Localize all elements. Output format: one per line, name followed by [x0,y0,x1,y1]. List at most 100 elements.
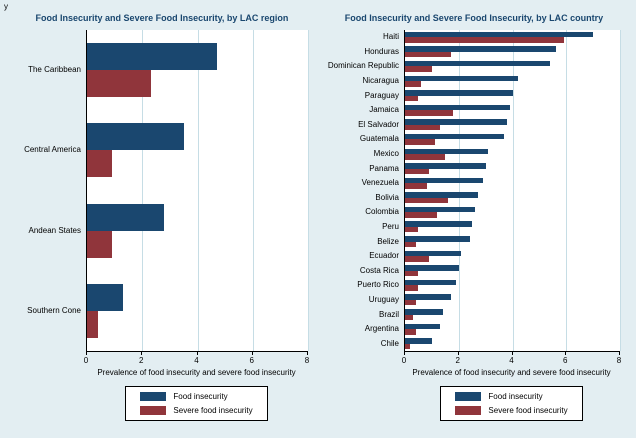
bar-severe-food-insecurity [87,150,112,178]
x-tick [251,352,253,355]
legend-item: Severe food insecurity [455,406,568,415]
legend-label: Severe food insecurity [173,406,253,415]
bar-food-insecurity [405,119,508,125]
bar-severe-food-insecurity [405,139,435,145]
legend-swatch-severe-food-insecurity [455,406,482,415]
category-label: Puerto Rico [357,280,399,290]
x-tick [511,352,513,355]
plot-area-region [86,30,309,352]
bar-severe-food-insecurity [405,212,438,218]
legend-row-country: Food insecurity Severe food insecurity [404,386,619,421]
legend-box-region: Food insecurity Severe food insecurity [125,386,268,421]
x-tick-label: 6 [249,356,254,365]
gridline [252,30,254,351]
gridline [142,30,144,351]
bar-food-insecurity [405,163,486,169]
bar-severe-food-insecurity [405,66,432,72]
bar-food-insecurity [405,60,551,67]
figure-y-label: y [4,2,8,11]
category-label: Jamaica [369,105,399,115]
category-label: Mexico [373,149,399,159]
x-axis-title-country: Prevalence of food insecurity and severe… [412,368,611,377]
legend-swatch-food-insecurity [455,392,482,401]
bar-severe-food-insecurity [405,154,446,160]
charts-container: Food Insecurity and Severe Food Insecuri… [24,12,630,421]
bar-severe-food-insecurity [405,241,416,248]
bar-severe-food-insecurity [405,197,448,204]
category-label: Brazil [378,309,399,319]
category-label: Costa Rica [359,265,399,275]
bar-food-insecurity [405,279,457,286]
bar-food-insecurity [405,265,459,271]
bar-severe-food-insecurity [405,168,430,175]
bar-severe-food-insecurity [405,299,416,306]
gridline [512,30,514,351]
category-label: Nicaragua [362,76,399,86]
category-label: Southern Cone [27,305,81,315]
bar-severe-food-insecurity [405,110,454,116]
bar-food-insecurity [405,323,440,330]
x-tick-label: 2 [139,356,144,365]
bar-severe-food-insecurity [405,314,414,321]
category-label: Paraguay [364,90,399,100]
bar-food-insecurity [405,177,483,184]
bar-food-insecurity [405,90,513,96]
legend-swatch-food-insecurity [140,392,167,401]
x-tick [619,352,620,355]
gridline [197,30,199,351]
bar-food-insecurity [405,75,518,82]
x-tick [565,352,567,355]
x-tick-label: 4 [194,356,199,365]
bar-food-insecurity [87,203,165,231]
category-label: El Salvador [358,119,399,129]
legend-label: Severe food insecurity [488,406,568,415]
legend-item: Food insecurity [455,392,567,401]
bar-severe-food-insecurity [405,37,564,43]
category-label: Andean States [28,225,81,235]
chart-panel-country: Food Insecurity and Severe Food Insecuri… [318,12,630,421]
bar-severe-food-insecurity [405,256,430,262]
bar-food-insecurity [405,148,489,155]
bar-severe-food-insecurity [405,270,419,277]
legend-item: Food insecurity [140,392,252,401]
bar-severe-food-insecurity [405,95,419,102]
legend-box-country: Food insecurity Severe food insecurity [440,386,583,421]
category-label: Dominican Republic [327,61,399,71]
category-label: The Caribbean [28,65,81,75]
bar-severe-food-insecurity [405,51,451,58]
category-label: Argentina [364,324,399,334]
bar-food-insecurity [87,123,184,151]
category-label: Ecuador [369,251,399,261]
legend-swatch-severe-food-insecurity [140,406,167,415]
bar-food-insecurity [405,250,462,257]
bar-severe-food-insecurity [87,230,112,258]
gridline [566,30,568,351]
x-axis-ticks-country: 0 2 4 6 8 [402,352,621,368]
category-label: Chile [380,338,399,348]
x-tick [141,352,143,355]
bar-food-insecurity [87,43,217,71]
x-tick-label: 0 [83,356,89,365]
gridline [620,30,621,351]
bar-food-insecurity [87,283,123,311]
bar-severe-food-insecurity [405,285,419,291]
x-tick-label: 2 [455,356,460,365]
category-label: Bolivia [375,192,399,202]
bar-food-insecurity [405,104,510,111]
x-tick-label: 6 [563,356,568,365]
gridline [308,30,309,351]
bar-food-insecurity [405,294,451,300]
plot-wrap-country: Haiti Honduras Dominican Republic Nicaragua… [318,30,630,352]
bar-food-insecurity [405,338,432,344]
gridline [458,30,460,351]
category-label: Colombia [365,207,399,217]
legend-item: Severe food insecurity [140,406,253,415]
legend-label: Food insecurity [173,392,228,401]
bar-food-insecurity [405,309,443,315]
chart-title-region: Food Insecurity and Severe Food Insecuri… [35,13,289,23]
bar-severe-food-insecurity [405,226,419,233]
category-label: Venezuela [361,178,399,188]
bar-severe-food-insecurity [405,81,422,87]
bar-severe-food-insecurity [87,310,99,338]
plot-area-country [404,30,621,352]
